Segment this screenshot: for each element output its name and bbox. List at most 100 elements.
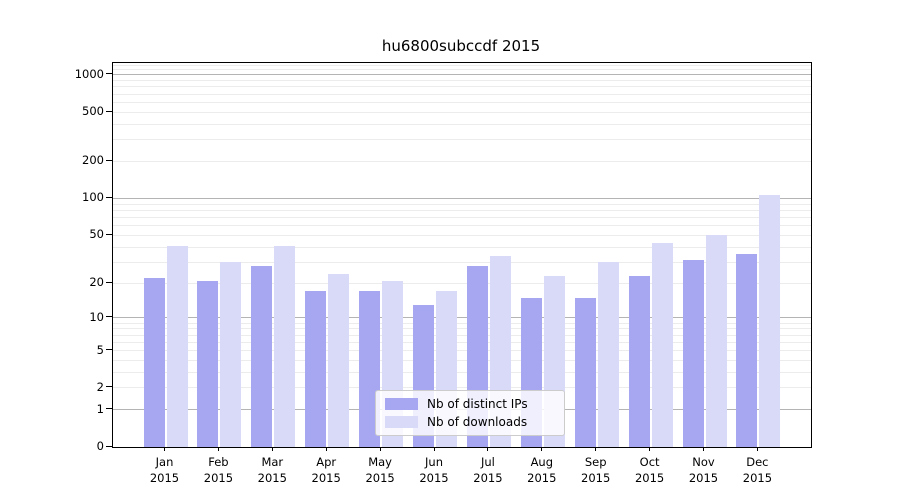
bar-downloads-sep: [597, 262, 619, 447]
x-tick-label: Jan 2015: [149, 455, 180, 485]
y-tick-label: 20: [89, 275, 104, 290]
x-axis-tick: [164, 447, 165, 451]
bar-downloads-mar: [274, 245, 296, 447]
y-axis-tick: [106, 445, 112, 447]
x-tick-label: Jun 2015: [419, 455, 449, 485]
x-axis-tick: [487, 447, 489, 451]
gridline-minor: [113, 160, 811, 162]
y-axis-tick: [106, 196, 112, 198]
bar-downloads-jan: [166, 245, 188, 447]
x-axis-tick: [756, 447, 758, 451]
y-tick-label: 1: [96, 401, 104, 416]
gridline-minor: [113, 86, 811, 88]
y-axis-tick: [106, 159, 112, 161]
y-axis-tick: [106, 110, 112, 112]
gridline-minor: [113, 203, 811, 205]
gridline-minor: [113, 334, 811, 336]
gridline-minor: [113, 93, 811, 95]
gridline-minor: [113, 139, 811, 141]
x-axis-tick: [541, 447, 543, 451]
gridline-minor: [113, 225, 811, 227]
legend-swatch-distinct-ips: [385, 398, 418, 410]
gridline-minor: [113, 101, 811, 103]
legend-swatch-downloads: [385, 416, 418, 428]
y-axis-tick: [106, 349, 112, 350]
legend: Nb of distinct IPs Nb of downloads: [375, 390, 565, 436]
bar-distinct-ips-feb: [197, 280, 219, 447]
x-tick-label: Nov 2015: [688, 455, 719, 485]
plot-area: Nb of distinct IPs Nb of downloads: [112, 62, 812, 448]
gridline-minor: [113, 209, 811, 211]
legend-label-distinct-ips: Nb of distinct IPs: [427, 397, 528, 411]
y-axis-tick: [106, 408, 112, 410]
x-axis-tick: [649, 447, 651, 451]
gridline-minor: [113, 350, 811, 351]
bar-distinct-ips-may: [359, 291, 381, 447]
x-axis-tick: [325, 447, 327, 451]
gridline-minor: [113, 261, 811, 263]
y-tick-label: 200: [82, 153, 104, 168]
y-tick-label: 5: [96, 342, 104, 357]
bar-distinct-ips-sep: [574, 297, 596, 447]
gridline-minor: [113, 341, 811, 343]
x-axis-tick: [595, 447, 597, 451]
y-axis-tick: [106, 233, 112, 235]
bar-downloads-dec: [759, 194, 781, 447]
gridline-minor: [113, 282, 811, 284]
x-axis-tick: [379, 447, 381, 451]
bar-downloads-apr: [328, 273, 350, 447]
x-axis-tick: [703, 447, 704, 451]
x-axis-tick: [433, 447, 435, 451]
gridline-minor: [113, 64, 811, 66]
gridline-minor: [113, 322, 811, 324]
gridline-minor: [113, 123, 811, 125]
y-tick-label: 500: [82, 104, 104, 119]
bar-distinct-ips-oct: [628, 275, 650, 447]
legend-label-downloads: Nb of downloads: [427, 415, 528, 429]
x-tick-label: Sep 2015: [581, 455, 611, 485]
gridline-major: [113, 317, 811, 319]
x-tick-label: Dec 2015: [742, 455, 773, 485]
legend-item-distinct-ips: Nb of distinct IPs: [385, 397, 555, 411]
x-tick-label: May 2015: [365, 455, 395, 485]
gridline-minor: [113, 371, 811, 373]
x-tick-label: Feb 2015: [203, 455, 234, 485]
x-tick-label: Mar 2015: [257, 455, 287, 485]
y-tick-label: 1000: [74, 66, 104, 81]
x-tick-label: Apr 2015: [311, 455, 341, 485]
bar-downloads-feb: [220, 262, 242, 447]
y-tick-label: 100: [82, 190, 104, 205]
gridline-minor: [113, 328, 811, 330]
bar-downloads-oct: [651, 243, 673, 447]
x-tick-label: Aug 2015: [527, 455, 557, 485]
legend-item-downloads: Nb of downloads: [385, 415, 555, 429]
y-tick-label: 10: [89, 309, 104, 324]
gridline-minor: [113, 359, 811, 361]
y-axis-tick: [106, 386, 112, 388]
x-tick-label: Oct 2015: [634, 455, 665, 485]
chart-title: hu6800subccdf 2015: [381, 37, 541, 55]
x-axis-tick: [271, 447, 273, 451]
gridline-minor: [113, 69, 811, 71]
bar-distinct-ips-jan: [143, 278, 165, 447]
y-tick-label: 50: [89, 227, 104, 242]
bar-downloads-nov: [705, 235, 727, 447]
gridline-major: [113, 197, 811, 199]
y-axis-tick: [106, 73, 112, 75]
y-axis-tick: [106, 316, 112, 318]
gridline-major: [113, 74, 811, 76]
x-axis-tick: [217, 447, 219, 451]
x-tick-label: Jul 2015: [473, 455, 503, 485]
gridline-minor: [113, 80, 811, 82]
gridline-minor: [113, 234, 811, 236]
bar-distinct-ips-dec: [736, 254, 758, 447]
bar-distinct-ips-apr: [305, 291, 327, 447]
y-axis-tick: [106, 281, 112, 283]
bar-distinct-ips-mar: [251, 265, 273, 447]
gridline-minor: [113, 387, 811, 389]
bar-distinct-ips-nov: [682, 260, 704, 447]
y-tick-label: 0: [96, 439, 104, 453]
y-tick-label: 2: [96, 379, 104, 394]
gridline-minor: [113, 246, 811, 248]
